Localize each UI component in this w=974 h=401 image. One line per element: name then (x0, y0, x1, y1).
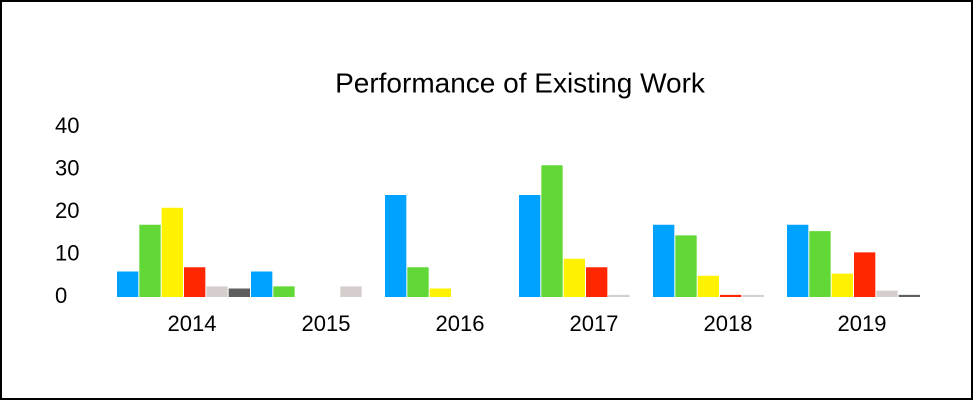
y-tick-label: 10 (55, 240, 79, 265)
bar (251, 271, 273, 297)
y-tick-label: 30 (55, 155, 79, 180)
y-tick-label: 20 (55, 198, 79, 223)
x-tick-label: 2019 (838, 311, 887, 336)
bar (161, 207, 183, 297)
chart-title: Performance of Existing Work (335, 67, 706, 98)
bar (653, 224, 675, 297)
bar (429, 288, 451, 297)
bar (809, 231, 831, 297)
bar (273, 286, 295, 297)
bar (742, 294, 764, 297)
bar (831, 273, 853, 297)
bar (519, 195, 541, 297)
bar (854, 252, 876, 297)
bar (787, 224, 809, 297)
x-tick-label: 2017 (570, 311, 619, 336)
x-tick-label: 2014 (168, 311, 217, 336)
bar (184, 267, 206, 297)
y-tick-label: 40 (55, 113, 79, 138)
y-tick-label: 0 (55, 283, 67, 308)
bar (586, 267, 608, 297)
bar (206, 286, 228, 297)
bar (608, 294, 630, 297)
bar (385, 195, 407, 297)
bar (541, 165, 563, 297)
bar (340, 286, 362, 297)
bar (898, 294, 920, 297)
bar (228, 288, 250, 297)
bar (675, 235, 697, 297)
bar (876, 290, 898, 297)
bar (139, 224, 161, 297)
bar (697, 275, 719, 297)
bar (407, 267, 429, 297)
x-tick-label: 2016 (436, 311, 485, 336)
x-tick-label: 2018 (704, 311, 753, 336)
bar (117, 271, 139, 297)
bar (563, 258, 585, 297)
x-tick-label: 2015 (302, 311, 351, 336)
bar (720, 294, 742, 297)
